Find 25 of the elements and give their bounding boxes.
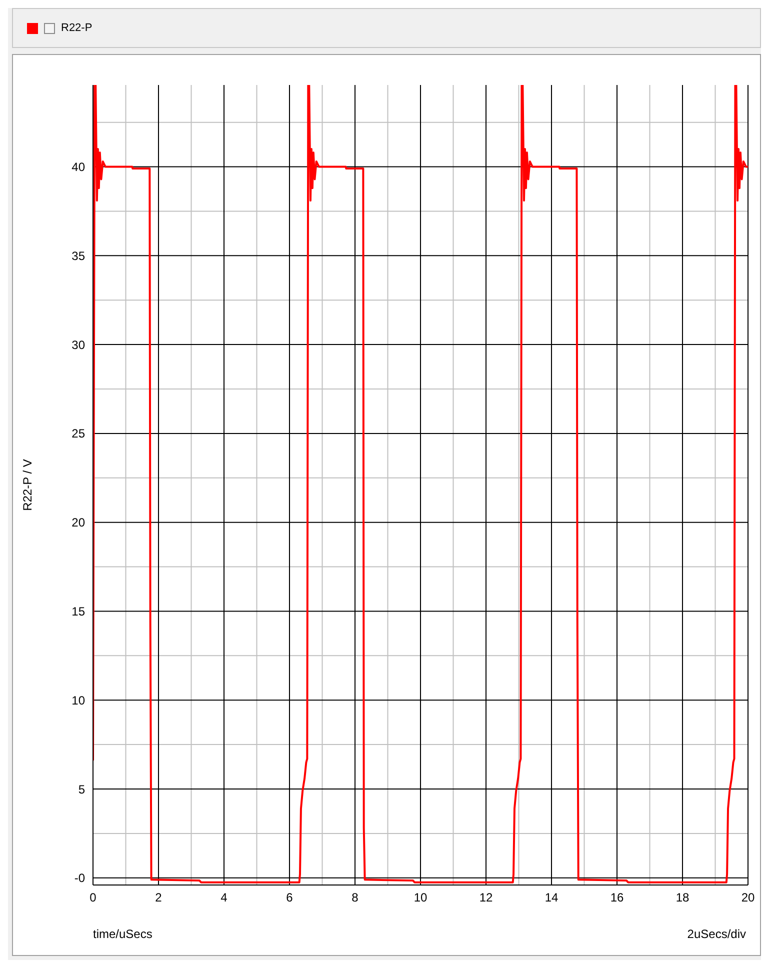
x-axis-title: time/uSecs [93, 927, 152, 941]
text: 2uSecs/div [687, 927, 746, 941]
y-tick-label: 10 [72, 693, 86, 708]
line-series [93, 85, 748, 884]
y-tick-label: 35 [72, 248, 86, 263]
y-tick-label: 30 [72, 338, 86, 352]
y-tick-label: 5 [78, 782, 86, 796]
x-tick-label: 10 [414, 890, 428, 905]
x-tick-label: 14 [544, 890, 558, 905]
x-tick-label: 12 [479, 890, 493, 905]
x-tick-label: 18 [676, 890, 690, 905]
x-tick-label: 8 [352, 890, 359, 905]
text: R22-P [61, 22, 92, 34]
y-tick-label: 25 [72, 426, 86, 441]
y-tick-label: 20 [72, 516, 86, 530]
x-tick-label: 2 [155, 890, 162, 905]
x-tick-label: 6 [286, 890, 294, 905]
x-tick-label: 16 [610, 890, 624, 905]
x-tick-label: 0 [90, 890, 97, 905]
x-tick-label: 4 [220, 890, 228, 905]
y-tick-label: 40 [72, 160, 86, 174]
y-tick-label: -0 [74, 871, 86, 886]
y-axis-title: R22-P / V [20, 459, 34, 511]
x-tick-label: 20 [741, 890, 755, 905]
y-tick-label: 15 [72, 604, 86, 618]
